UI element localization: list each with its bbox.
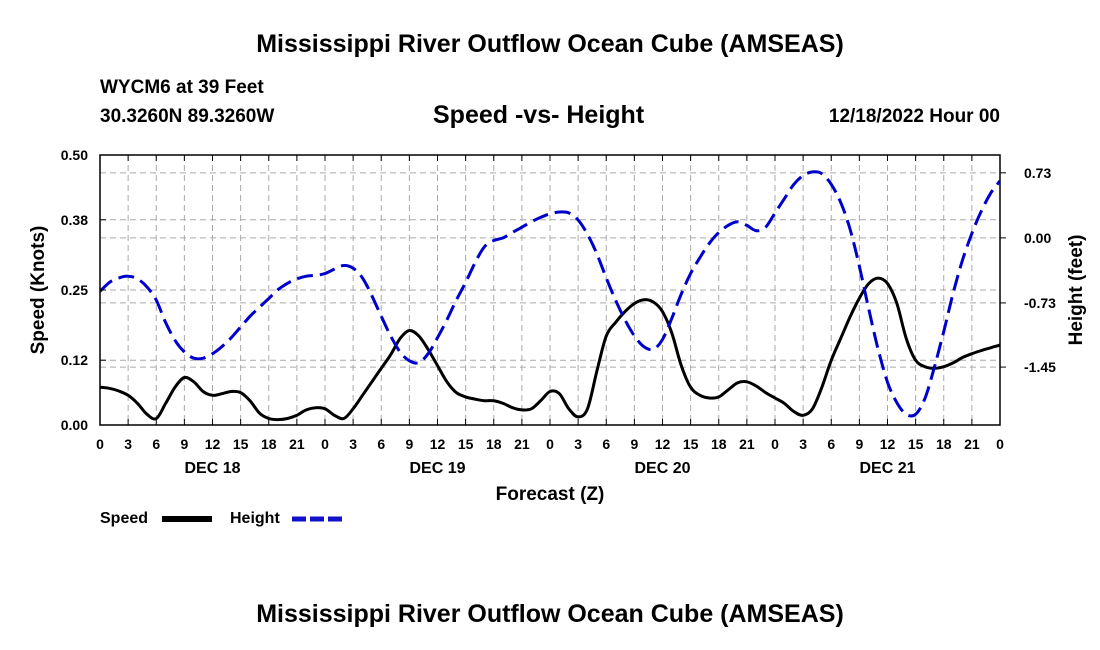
x-tick-label: 21 xyxy=(964,436,980,452)
x-tick-label: 6 xyxy=(827,436,835,452)
x-tick-label: 9 xyxy=(405,436,413,452)
x-tick-label: 6 xyxy=(152,436,160,452)
day-label: DEC 18 xyxy=(184,460,240,477)
x-tick-label: 15 xyxy=(908,436,924,452)
x-tick-label: 0 xyxy=(546,436,554,452)
x-tick-label: 15 xyxy=(233,436,249,452)
x-tick-label: 3 xyxy=(124,436,132,452)
x-tick-label: 12 xyxy=(880,436,896,452)
x-axis-title: Forecast (Z) xyxy=(496,484,605,505)
x-tick-label: 18 xyxy=(261,436,277,452)
series-line-height xyxy=(100,170,1000,418)
x-tick-label: 12 xyxy=(655,436,671,452)
x-tick-label: 0 xyxy=(321,436,329,452)
series-lines xyxy=(100,170,1000,422)
y2-tick-label: 0.00 xyxy=(1024,230,1051,246)
x-tick-label: 12 xyxy=(205,436,221,452)
y-tick-label: 0.12 xyxy=(61,352,88,368)
x-tick-label: 18 xyxy=(711,436,727,452)
x-tick-label: 9 xyxy=(855,436,863,452)
chart-subtitle: Speed -vs- Height xyxy=(433,101,645,129)
x-tick-label: 9 xyxy=(630,436,638,452)
x-tick-label: 21 xyxy=(739,436,755,452)
x-tick-label: 0 xyxy=(771,436,779,452)
y-axis-title: Speed (Knots) xyxy=(28,226,49,355)
y-tick-label: 0.50 xyxy=(61,147,88,163)
y2-tick-label: 0.73 xyxy=(1024,165,1051,181)
y-tick-label: 0.38 xyxy=(61,212,88,228)
coordinates-label: 30.3260N 89.3260W xyxy=(100,106,275,127)
footer-title: Mississippi River Outflow Ocean Cube (AM… xyxy=(256,600,844,628)
axis-ticks xyxy=(99,154,1006,426)
chart-title: Mississippi River Outflow Ocean Cube (AM… xyxy=(256,30,844,58)
x-tick-label: 3 xyxy=(574,436,582,452)
x-tick-label: 21 xyxy=(289,436,305,452)
x-tick-label: 18 xyxy=(936,436,952,452)
x-tick-label: 3 xyxy=(799,436,807,452)
x-tick-label: 15 xyxy=(458,436,474,452)
axis-labels: 0 3 6 9 12 15 18 21 0 3 6 9 12 15 18 21 0 3 6 9 12 15 18 21 0 3 6 9… xyxy=(61,147,1056,477)
y2-axis-title: Height (feet) xyxy=(1066,235,1087,346)
x-tick-label: 0 xyxy=(996,436,1004,452)
x-tick-label: 12 xyxy=(430,436,446,452)
x-tick-label: 3 xyxy=(349,436,357,452)
x-tick-label: 9 xyxy=(180,436,188,452)
y2-tick-label: -0.73 xyxy=(1024,295,1056,311)
x-tick-label: 6 xyxy=(377,436,385,452)
day-label: DEC 21 xyxy=(859,460,915,477)
x-tick-label: 0 xyxy=(96,436,104,452)
legend-height-label: Height xyxy=(230,510,280,527)
day-label: DEC 20 xyxy=(634,460,690,477)
legend-speed-label: Speed xyxy=(100,510,149,527)
series-line-speed xyxy=(100,276,1000,422)
y2-tick-label: -1.45 xyxy=(1024,359,1056,375)
forecast-date-label: 12/18/2022 Hour 00 xyxy=(828,106,1000,127)
x-tick-label: 15 xyxy=(683,436,699,452)
y-tick-label: 0.25 xyxy=(61,282,88,298)
y-tick-label: 0.00 xyxy=(61,417,88,433)
x-tick-label: 6 xyxy=(602,436,610,452)
x-tick-label: 18 xyxy=(486,436,502,452)
x-tick-label: 21 xyxy=(514,436,530,452)
day-label: DEC 19 xyxy=(409,460,465,477)
station-label: WYCM6 at 39 Feet xyxy=(100,77,264,98)
